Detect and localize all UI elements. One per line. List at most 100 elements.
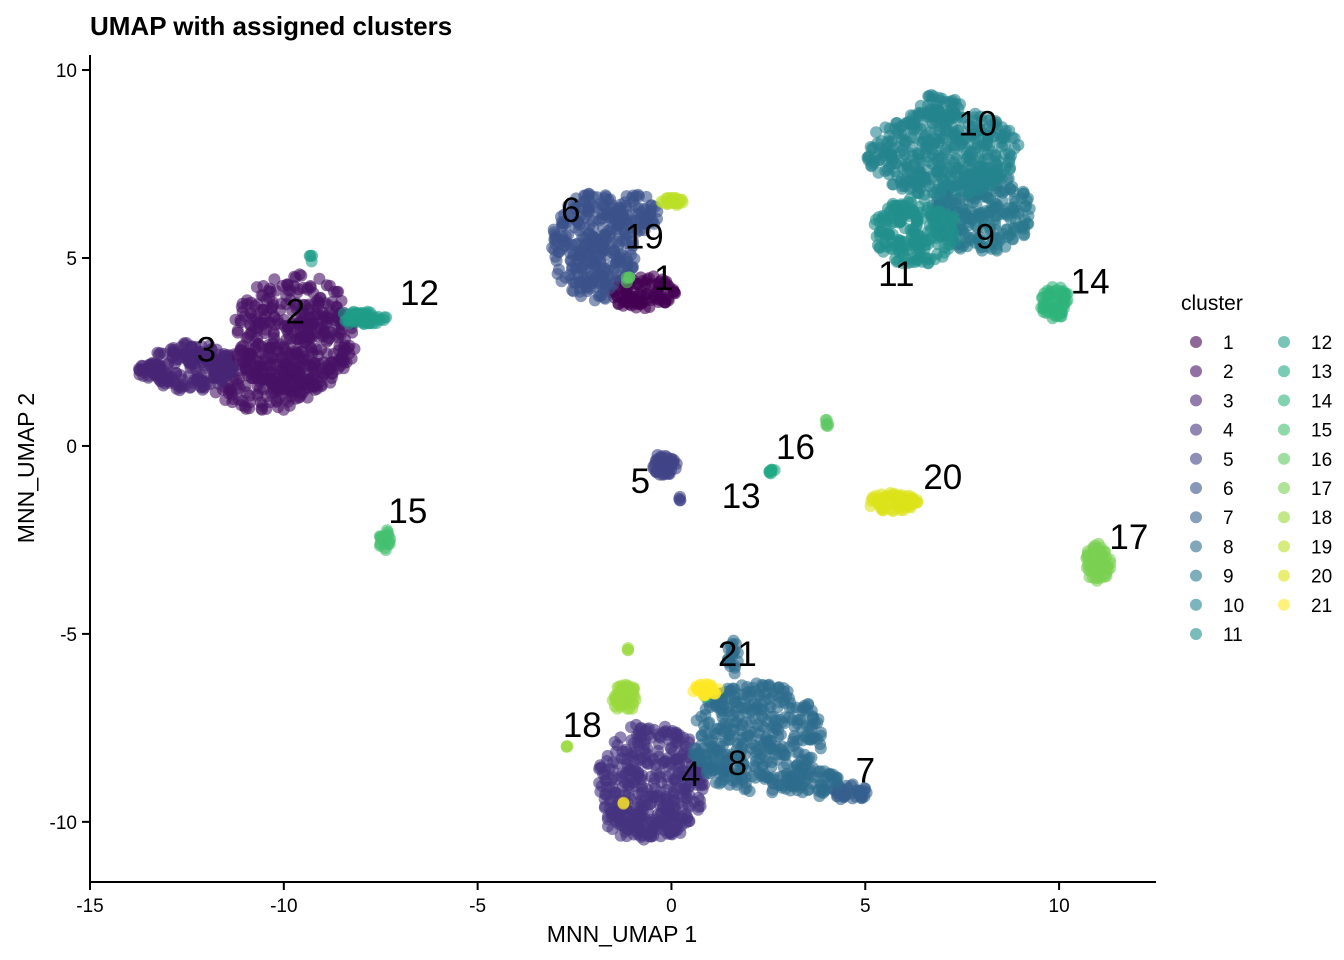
point-cluster-6 xyxy=(621,258,634,271)
point-cluster-3 xyxy=(166,350,179,363)
point-cluster-11 xyxy=(944,238,957,250)
point-cluster-3 xyxy=(207,372,220,384)
point-cluster-9 xyxy=(998,183,1011,196)
point-cluster-13 xyxy=(763,465,776,478)
point-cluster-9 xyxy=(977,210,990,223)
point-cluster-10 xyxy=(971,138,984,150)
legend-key-12 xyxy=(1278,336,1290,348)
cluster-label-15: 15 xyxy=(388,492,427,531)
legend-label-20: 20 xyxy=(1311,567,1332,588)
point-cluster-6 xyxy=(610,257,623,270)
point-cluster-6 xyxy=(583,227,596,240)
point-cluster-6 xyxy=(612,238,625,251)
cluster-label-17: 17 xyxy=(1109,518,1148,557)
point-cluster-10 xyxy=(973,183,986,196)
point-cluster-21 xyxy=(617,797,630,810)
point-cluster-4 xyxy=(637,833,650,846)
point-cluster-2 xyxy=(270,342,283,355)
legend-label-13: 13 xyxy=(1311,362,1332,383)
point-cluster-8 xyxy=(761,715,774,728)
point-cluster-4 xyxy=(610,746,622,758)
point-cluster-8 xyxy=(746,770,758,783)
point-cluster-8 xyxy=(747,760,760,773)
point-cluster-4 xyxy=(683,733,696,746)
point-cluster-2 xyxy=(281,319,294,332)
point-cluster-8 xyxy=(740,782,753,795)
point-cluster-19 xyxy=(676,196,689,209)
point-cluster-2 xyxy=(338,356,351,369)
point-cluster-8 xyxy=(705,733,718,746)
point-cluster-11 xyxy=(908,238,921,251)
point-cluster-8 xyxy=(717,699,730,712)
cluster-label-21: 21 xyxy=(718,635,757,674)
cluster-label-12: 12 xyxy=(400,274,439,313)
points-layer xyxy=(133,89,1117,846)
point-cluster-6 xyxy=(578,238,591,251)
point-cluster-11 xyxy=(910,220,923,232)
point-cluster-4 xyxy=(642,728,654,741)
point-cluster-10 xyxy=(963,152,976,165)
point-cluster-8 xyxy=(814,742,827,755)
point-cluster-11 xyxy=(881,228,894,241)
point-cluster-8 xyxy=(703,767,716,780)
y-tick-label: 10 xyxy=(56,61,77,82)
point-cluster-10 xyxy=(870,126,883,139)
cluster-label-6: 6 xyxy=(561,191,580,230)
point-cluster-1 xyxy=(634,288,647,301)
cluster-label-14: 14 xyxy=(1071,263,1110,302)
point-cluster-1 xyxy=(643,272,656,285)
point-cluster-2 xyxy=(284,284,297,297)
point-cluster-10 xyxy=(926,158,939,170)
point-cluster-4 xyxy=(625,721,637,734)
x-tick-label: -15 xyxy=(76,896,103,917)
point-cluster-3 xyxy=(143,369,156,382)
point-cluster-8 xyxy=(765,734,778,747)
legend-label-16: 16 xyxy=(1311,450,1332,471)
point-cluster-8 xyxy=(731,701,744,713)
point-cluster-3 xyxy=(133,364,146,376)
point-cluster-11 xyxy=(890,255,903,268)
point-cluster-11 xyxy=(930,232,943,245)
point-cluster-4 xyxy=(692,800,705,813)
x-axis-title: MNN_UMAP 1 xyxy=(547,921,697,947)
point-cluster-4 xyxy=(676,800,689,813)
point-cluster-8 xyxy=(763,700,776,713)
point-cluster-6 xyxy=(604,282,616,295)
point-cluster-8 xyxy=(703,756,716,769)
point-cluster-8 xyxy=(783,692,795,705)
point-cluster-8 xyxy=(719,760,731,773)
x-axis-ticks: -15 -10 -5 0 5 10 xyxy=(76,882,1070,917)
point-cluster-10 xyxy=(945,97,958,110)
point-cluster-14 xyxy=(1059,296,1072,309)
point-cluster-2 xyxy=(256,373,269,386)
legend-label-18: 18 xyxy=(1311,508,1332,529)
point-cluster-2 xyxy=(229,313,242,326)
legend-label-21: 21 xyxy=(1311,596,1332,617)
legend-key-11 xyxy=(1190,628,1202,640)
point-cluster-3 xyxy=(185,341,198,353)
point-cluster-6 xyxy=(583,204,596,217)
point-cluster-4 xyxy=(666,828,679,841)
point-cluster-8 xyxy=(725,645,738,658)
point-cluster-2 xyxy=(335,294,348,307)
point-cluster-10 xyxy=(939,115,952,128)
legend-key-17 xyxy=(1278,482,1290,494)
point-cluster-11 xyxy=(890,236,903,249)
point-cluster-2 xyxy=(301,330,314,343)
point-cluster-11 xyxy=(921,201,934,214)
point-cluster-14 xyxy=(1038,287,1051,300)
point-cluster-4 xyxy=(671,752,684,765)
point-cluster-11 xyxy=(944,210,957,223)
point-cluster-8 xyxy=(778,717,791,730)
point-cluster-8 xyxy=(785,779,798,792)
point-cluster-3 xyxy=(192,372,205,385)
y-axis-title: MNN_UMAP 2 xyxy=(13,393,39,543)
point-cluster-8 xyxy=(699,703,712,716)
point-cluster-10 xyxy=(954,123,967,136)
point-cluster-6 xyxy=(584,278,597,290)
legend-key-5 xyxy=(1190,452,1202,465)
point-cluster-10 xyxy=(886,178,899,191)
legend-label-3: 3 xyxy=(1223,391,1234,412)
point-cluster-3 xyxy=(151,346,164,359)
point-cluster-1 xyxy=(661,279,674,291)
